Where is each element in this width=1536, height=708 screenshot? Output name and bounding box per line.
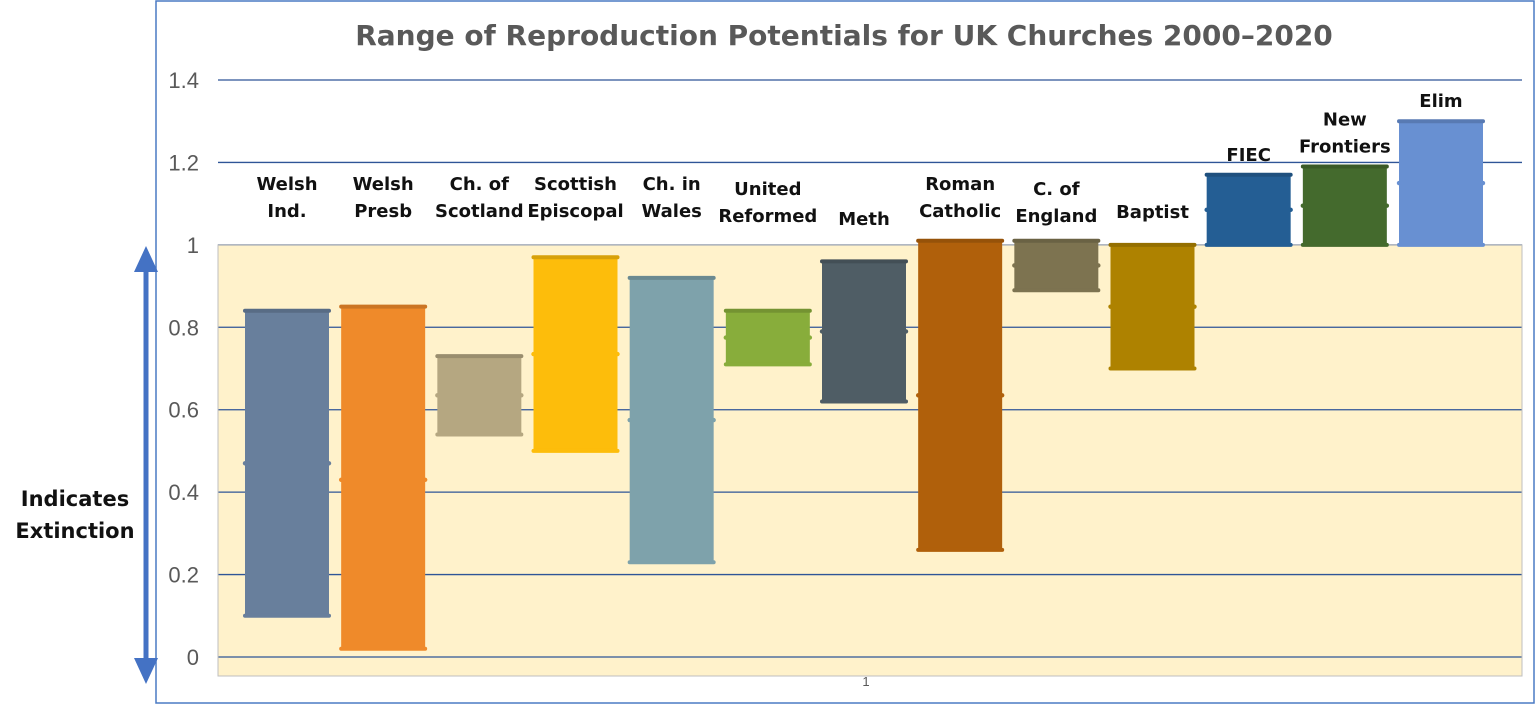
extinction-annotation: Indicates Extinction	[0, 483, 150, 547]
range-mid-marker-left	[242, 461, 248, 466]
range-mid-marker-right	[1384, 203, 1390, 208]
category-label: Catholic	[919, 201, 1001, 222]
category-label: United	[734, 179, 801, 200]
y-tick-label: 1.2	[168, 150, 199, 175]
y-tick-label: 1.4	[168, 68, 199, 93]
category-label: England	[1015, 206, 1097, 227]
range-mid-marker-right	[807, 335, 813, 340]
category-label: Ch. of	[450, 174, 509, 195]
y-tick-label: 0.8	[168, 315, 199, 340]
range-bar	[1206, 174, 1291, 245]
range-bar	[725, 310, 810, 365]
range-mid-marker-left	[338, 477, 344, 482]
range-mid-marker-left	[819, 329, 825, 334]
range-bar	[629, 277, 714, 563]
arrow-down-icon	[134, 658, 158, 684]
range-bar	[918, 240, 1003, 550]
x-tick-label: 1	[862, 674, 869, 689]
range-bar	[533, 257, 618, 451]
category-label: Ind.	[267, 201, 306, 222]
y-tick-label: 0.2	[168, 563, 199, 588]
range-mid-marker-right	[326, 461, 332, 466]
y-axis-ticks: 0 0.2 0.4 0.6 0.8 1 1.2 1.4	[168, 68, 199, 670]
range-bar	[1014, 240, 1099, 291]
extinction-annotation-line-2: Extinction	[15, 519, 135, 543]
range-mid-marker-left	[531, 351, 536, 357]
category-label: Presb	[354, 201, 412, 222]
category-label: Baptist	[1116, 202, 1189, 223]
category-label: Welsh	[353, 174, 414, 195]
category-label: Wales	[641, 201, 701, 222]
category-label: Reformed	[718, 206, 817, 227]
range-mid-marker-right	[1096, 263, 1101, 268]
range-mid-marker-left	[627, 417, 632, 423]
range-mid-marker-left	[1012, 263, 1017, 268]
range-bar	[1399, 121, 1483, 245]
range-mid-marker-left	[1300, 203, 1306, 208]
y-tick-label: 0.6	[168, 398, 199, 423]
range-bar	[1302, 166, 1387, 245]
range-bar	[341, 306, 426, 649]
category-label: Roman	[925, 174, 995, 195]
range-mid-marker-right	[1288, 207, 1293, 213]
range-mid-marker-right	[1192, 304, 1197, 309]
y-tick-label: 0	[187, 645, 199, 670]
category-label: New	[1323, 110, 1367, 131]
category-label: Episcopal	[527, 201, 623, 222]
range-mid-marker-right	[999, 393, 1005, 398]
range-mid-marker-left	[1108, 304, 1113, 309]
range-mid-marker-left	[1396, 180, 1402, 186]
range-mid-marker-right	[1480, 180, 1486, 186]
range-mid-marker-left	[1204, 207, 1209, 213]
plot-area-border	[217, 244, 1523, 677]
range-mid-marker-right	[903, 329, 909, 334]
range-bar	[1110, 244, 1195, 369]
range-bar	[437, 356, 522, 435]
bars	[242, 119, 1486, 651]
range-bar	[822, 261, 906, 402]
chart-title: Range of Reproduction Potentials for UK …	[355, 19, 1333, 52]
extinction-arrow	[134, 246, 158, 684]
arrow-up-icon	[134, 246, 158, 272]
category-label: Meth	[838, 209, 890, 230]
range-mid-marker-left	[915, 393, 921, 398]
range-mid-marker-right	[422, 477, 428, 482]
range-bar	[245, 310, 329, 616]
category-label: Elim	[1419, 91, 1462, 112]
category-label: Welsh	[256, 174, 317, 195]
y-tick-label: 0.4	[168, 480, 199, 505]
category-label: Frontiers	[1299, 137, 1391, 158]
category-labels: Welsh Ind. Welsh Presb Ch. of Scotland Scottis…	[256, 91, 1462, 230]
y-tick-label: 1	[187, 233, 199, 258]
range-mid-marker-left	[435, 393, 440, 398]
range-mid-marker-left	[723, 335, 729, 340]
range-mid-marker-right	[615, 351, 620, 357]
category-label: Scottish	[534, 174, 617, 195]
category-label: C. of	[1033, 179, 1080, 200]
range-mid-marker-right	[711, 417, 716, 423]
extinction-annotation-line-1: Indicates	[20, 487, 130, 511]
category-label: Scotland	[435, 201, 524, 222]
range-mid-marker-right	[519, 393, 524, 398]
category-label: Ch. in	[643, 174, 701, 195]
category-label: FIEC	[1226, 145, 1271, 166]
